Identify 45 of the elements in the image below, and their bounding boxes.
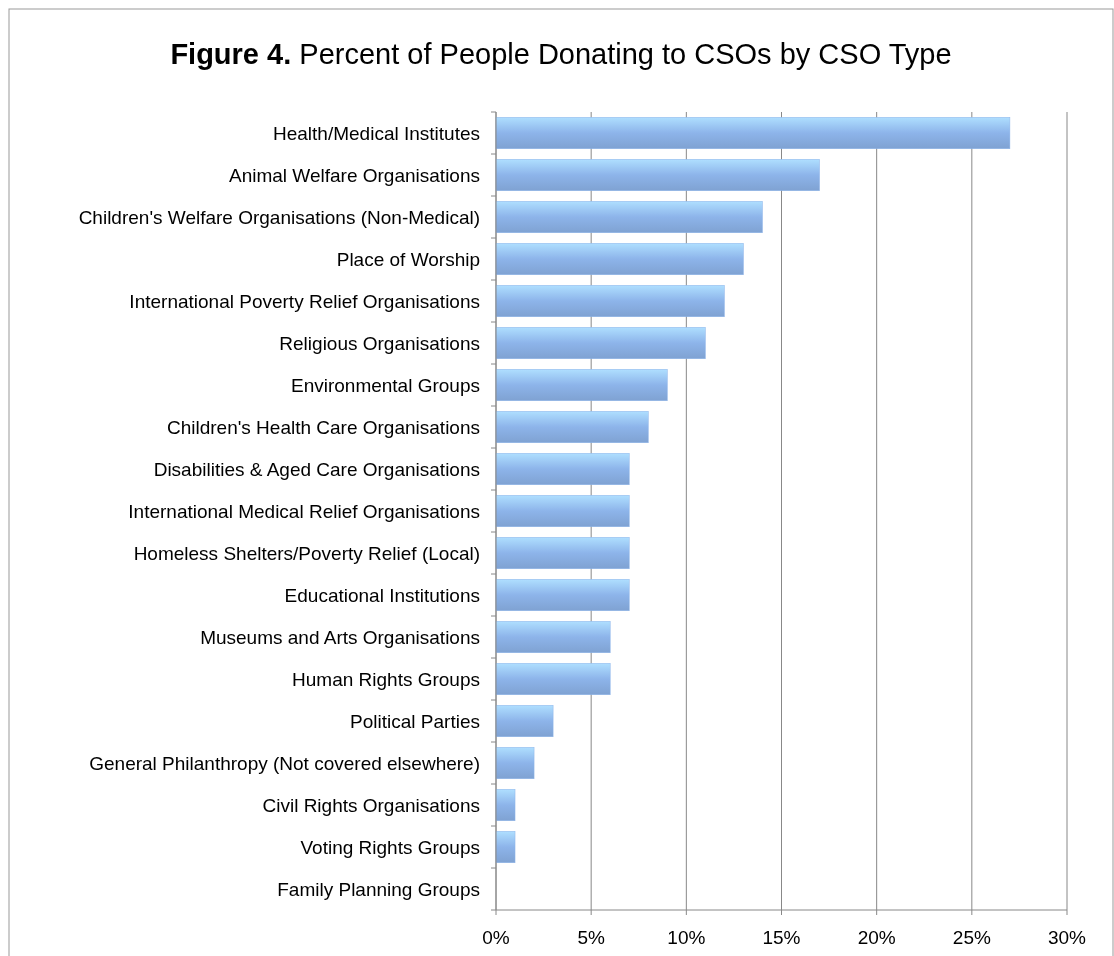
y-tick-label: Civil Rights Organisations bbox=[262, 794, 480, 816]
y-tick-label: General Philanthropy (Not covered elsewhere) bbox=[89, 752, 480, 774]
bar bbox=[495, 663, 611, 695]
x-tick-label: 5% bbox=[577, 927, 605, 948]
x-tick-label: 30% bbox=[1047, 927, 1087, 948]
y-tick-label: Museums and Arts Organisations bbox=[200, 626, 480, 648]
y-tick-label: Environmental Groups bbox=[290, 374, 480, 396]
y-tick-label: Family Planning Groups bbox=[277, 878, 480, 900]
bar bbox=[495, 411, 649, 443]
y-tick-label: Human Rights Groups bbox=[292, 668, 480, 690]
chart-title: Figure 4. Percent of People Donating to CSOs by CSO Type bbox=[170, 38, 952, 70]
y-tick-label: Religious Organisations bbox=[279, 332, 480, 354]
bar bbox=[495, 117, 1011, 149]
y-tick-label: Political Parties bbox=[350, 710, 480, 732]
y-tick-label: Children's Welfare Organisations (Non-Medical) bbox=[78, 206, 480, 228]
bar bbox=[495, 453, 630, 485]
y-tick-label: Homeless Shelters/Poverty Relief (Local) bbox=[133, 542, 480, 564]
x-tick-label: 0% bbox=[482, 927, 510, 948]
bar bbox=[495, 159, 820, 191]
bar bbox=[495, 621, 611, 653]
y-tick-label: Animal Welfare Organisations bbox=[229, 164, 480, 186]
bar bbox=[495, 243, 744, 275]
x-tick-label: 15% bbox=[762, 927, 801, 948]
y-tick-label: Place of Worship bbox=[336, 248, 480, 270]
bar bbox=[495, 327, 706, 359]
bar bbox=[495, 789, 516, 821]
x-tick-label: 20% bbox=[857, 927, 896, 948]
y-tick-label: Disabilities & Aged Care Organisations bbox=[153, 458, 480, 480]
x-tick-label: 25% bbox=[952, 927, 991, 948]
x-tick-label: 10% bbox=[667, 927, 706, 948]
y-tick-label: International Medical Relief Organisations bbox=[128, 500, 480, 522]
bar bbox=[495, 495, 630, 527]
bar bbox=[495, 831, 516, 863]
bar bbox=[495, 369, 668, 401]
y-tick-label: Children's Health Care Organisations bbox=[166, 416, 480, 438]
bar bbox=[495, 579, 630, 611]
y-tick-label: Health/Medical Institutes bbox=[273, 122, 480, 144]
bar bbox=[495, 285, 725, 317]
bar bbox=[495, 705, 554, 737]
bar bbox=[495, 201, 763, 233]
y-tick-label: Voting Rights Groups bbox=[300, 836, 480, 858]
bar bbox=[495, 537, 630, 569]
bar bbox=[495, 747, 535, 779]
y-tick-label: International Poverty Relief Organisations bbox=[129, 290, 480, 312]
y-tick-label: Educational Institutions bbox=[284, 584, 480, 606]
